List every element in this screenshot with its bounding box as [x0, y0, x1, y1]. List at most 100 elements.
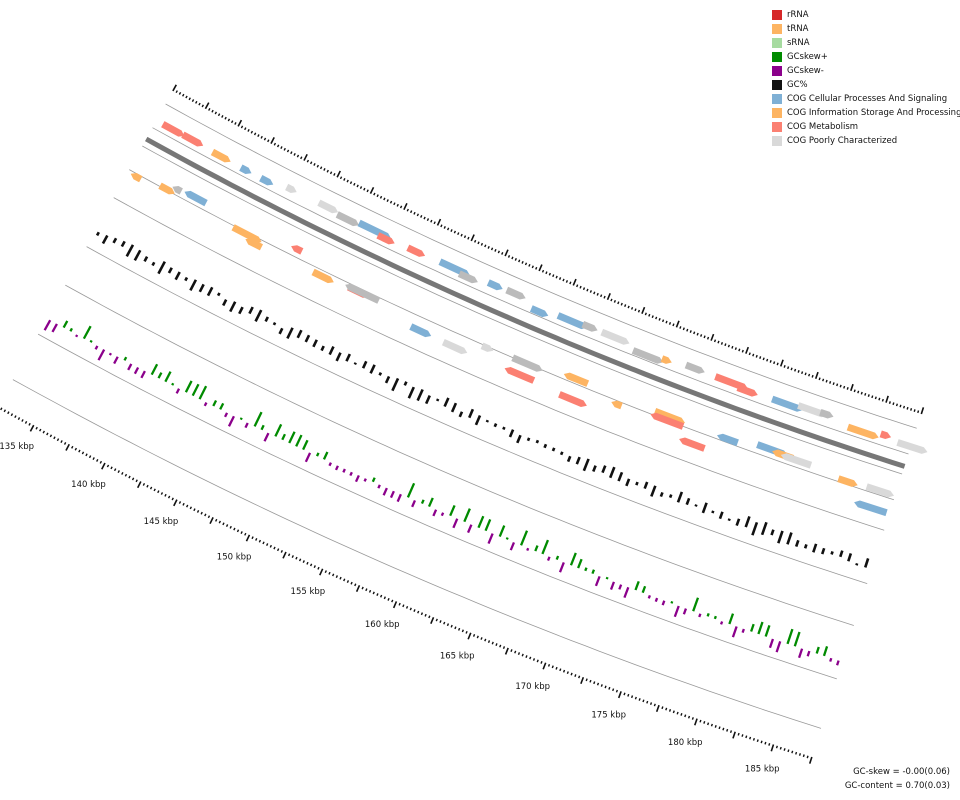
skew-bar: [467, 524, 473, 534]
gc-bar: [436, 398, 440, 402]
inner-tick: [612, 688, 615, 692]
outer-tick: [829, 381, 832, 384]
gc-bar: [272, 322, 277, 326]
outer-tick: [748, 352, 751, 356]
skew-bar: [449, 504, 456, 517]
outer-tick: [247, 128, 250, 132]
outer-tick: [267, 139, 270, 143]
skew-bar: [786, 628, 794, 645]
outer-tick: [696, 332, 699, 336]
inner-tick: [302, 560, 305, 564]
outer-tick: [672, 323, 675, 327]
inner-tick: [328, 571, 331, 575]
gc-bar: [369, 364, 376, 374]
inner-tick: [53, 436, 56, 440]
inner-tick: [346, 580, 350, 583]
outer-tick: [313, 163, 316, 166]
skew-bar: [487, 533, 494, 544]
skew-bar: [244, 422, 249, 429]
inner-tick: [555, 666, 558, 670]
gene-arrow: [245, 238, 263, 251]
inner-tick: [42, 430, 45, 434]
gc-bar: [694, 504, 698, 507]
outer-tick: [562, 278, 565, 282]
skew-bar: [577, 558, 583, 569]
inner-tick: [121, 471, 124, 475]
gc-bar: [820, 547, 826, 555]
inner-tick: [760, 740, 763, 744]
outer-tick: [818, 377, 821, 381]
inner-tick: [196, 509, 200, 513]
legend-swatch: [772, 52, 782, 62]
skew-bar: [623, 586, 630, 599]
skew-bar: [382, 487, 388, 496]
skew-bar: [757, 621, 764, 635]
skew-bar: [62, 320, 69, 329]
inner-tick: [562, 669, 566, 673]
outer-tick: [689, 330, 692, 333]
inner-tick: [142, 482, 146, 486]
inner-tick: [578, 675, 581, 679]
inner-tick: [499, 644, 502, 648]
outer-tick: [794, 368, 797, 372]
outer-tick: [658, 317, 661, 321]
skew-bar: [334, 465, 339, 471]
outer-tick: [651, 315, 654, 319]
gc-bar: [125, 244, 135, 257]
inner-tick: [417, 610, 420, 614]
skew-bar: [768, 638, 775, 649]
skew-bar: [682, 608, 688, 615]
skew-bar: [793, 631, 801, 647]
inner-tick: [741, 734, 744, 737]
inner-tick: [443, 621, 446, 625]
skew-bar: [396, 493, 402, 503]
outer-tick: [221, 115, 224, 118]
outer-tick: [440, 224, 443, 228]
gc-bar: [575, 456, 581, 465]
outer-tick: [396, 203, 399, 207]
gene-arrow: [879, 430, 892, 439]
gc-bar: [424, 395, 431, 405]
skew-bar: [354, 474, 360, 483]
tick-label: 165 kbp: [440, 651, 475, 661]
outer-tick: [808, 373, 811, 377]
inner-tick: [770, 744, 775, 752]
inner-tick: [178, 501, 182, 504]
outer-tick: [738, 348, 741, 352]
outer-tick: [286, 149, 290, 153]
skew-bar: [227, 415, 235, 427]
gene-arrow: [158, 182, 175, 195]
outer-tick: [776, 362, 779, 366]
gc-bar: [803, 544, 808, 549]
gc-bar: [458, 411, 464, 418]
outer-tick: [490, 247, 494, 251]
inner-tick: [63, 442, 67, 445]
gene-arrow: [345, 283, 381, 304]
inner-tick: [653, 703, 656, 707]
outer-tick: [535, 266, 538, 270]
gene-arrow: [736, 384, 758, 397]
inner-tick: [379, 594, 383, 598]
inner-tick: [604, 685, 607, 689]
outer-tick: [603, 295, 606, 299]
skew-bar: [835, 660, 840, 666]
inner-tick: [173, 499, 178, 507]
skew-bar: [829, 657, 833, 662]
ring-line: [142, 145, 903, 475]
outer-tick: [373, 192, 376, 196]
outer-tick: [860, 391, 863, 395]
inner-tick: [787, 749, 790, 753]
inner-tick: [707, 722, 710, 726]
inner-tick: [309, 563, 313, 567]
inner-tick: [99, 460, 103, 464]
gene-arrow: [259, 175, 274, 186]
outer-tick: [349, 181, 353, 185]
skew-bar: [661, 600, 666, 606]
skew-bar: [432, 509, 438, 517]
outer-tick: [871, 395, 874, 399]
outer-tick: [393, 202, 396, 206]
outer-tick: [755, 354, 758, 358]
gc-bar: [133, 249, 142, 262]
inner-tick: [749, 736, 752, 740]
outer-tick: [878, 397, 881, 401]
